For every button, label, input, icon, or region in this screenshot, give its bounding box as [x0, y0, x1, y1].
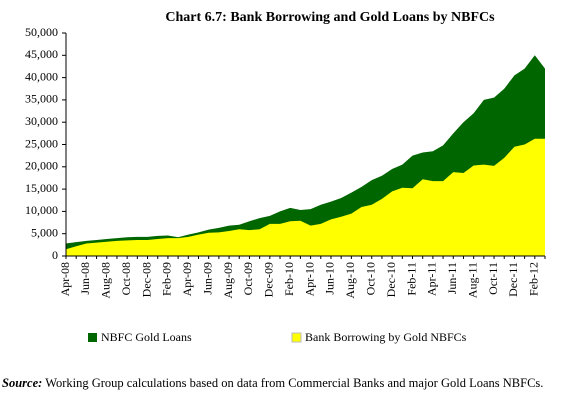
- y-tick-label: 20,000: [25, 159, 58, 173]
- x-tick-label: Jun-09: [200, 262, 214, 295]
- x-tick-label: Feb-11: [404, 262, 418, 296]
- y-tick-label: 45,000: [25, 47, 58, 61]
- x-tick-label: Dec-09: [262, 262, 276, 297]
- y-tick-label: 40,000: [25, 69, 58, 83]
- x-tick-label: Jun-10: [323, 262, 337, 295]
- x-tick-label: Apr-11: [425, 262, 439, 296]
- x-tick-label: Apr-08: [58, 262, 72, 296]
- x-tick-label: Oct-10: [363, 262, 377, 295]
- x-tick-label: Feb-10: [282, 262, 296, 296]
- x-tick-label: Jun-11: [445, 262, 459, 294]
- x-tick-label: Oct-11: [486, 262, 500, 295]
- y-tick-label: 0: [52, 248, 58, 262]
- y-tick-label: 25,000: [25, 136, 58, 150]
- source-text: Working Group calculations based on data…: [45, 376, 544, 390]
- chart: Chart 6.7: Bank Borrowing and Gold Loans…: [25, 10, 546, 344]
- legend-label: Bank Borrowing by Gold NBFCs: [305, 330, 467, 344]
- x-tick-label: Aug-09: [221, 262, 235, 299]
- x-tick-label: Aug-08: [99, 262, 113, 299]
- y-tick-label: 50,000: [25, 25, 58, 39]
- x-tick-label: Dec-11: [506, 262, 520, 297]
- area: [66, 138, 545, 256]
- source-note: Source: Working Group calculations based…: [2, 376, 572, 391]
- x-tick-label: Apr-09: [180, 262, 194, 296]
- source-label: Source:: [2, 376, 43, 390]
- y-tick-label: 10,000: [25, 203, 58, 217]
- y-tick-label: 35,000: [25, 92, 58, 106]
- x-tick-label: Aug-10: [343, 262, 357, 299]
- y-tick-label: 15,000: [25, 181, 58, 195]
- x-tick-label: Feb-12: [527, 262, 541, 296]
- x-tick-label: Aug-11: [465, 262, 479, 298]
- x-tick-label: Dec-10: [384, 262, 398, 297]
- legend-swatch: [88, 333, 97, 342]
- x-tick-label: Jun-08: [78, 262, 92, 295]
- x-tick-label: Oct-09: [241, 262, 255, 295]
- y-tick-label: 30,000: [25, 114, 58, 128]
- chart-title: Chart 6.7: Bank Borrowing and Gold Loans…: [165, 10, 495, 25]
- x-tick-label: Dec-08: [139, 262, 153, 297]
- x-tick-label: Apr-10: [302, 262, 316, 296]
- y-tick-label: 5,000: [31, 225, 58, 239]
- legend-swatch: [291, 332, 302, 343]
- legend-label: NBFC Gold Loans: [101, 330, 192, 344]
- x-tick-label: Feb-09: [160, 262, 174, 296]
- x-tick-label: Oct-08: [119, 262, 133, 295]
